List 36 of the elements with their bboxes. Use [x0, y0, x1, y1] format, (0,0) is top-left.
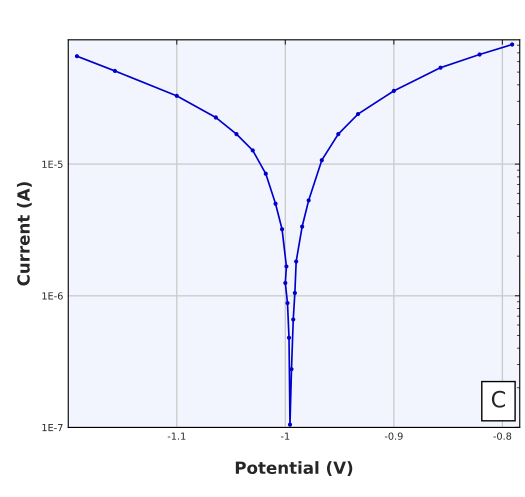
point: [292, 290, 297, 296]
point: [284, 264, 288, 269]
point: [294, 259, 298, 264]
y-tick-label: 1E-7: [42, 424, 63, 432]
x-axis-title: Potential (V): [236, 461, 352, 476]
point: [286, 336, 292, 340]
point: [510, 42, 514, 47]
point: [356, 112, 360, 116]
point: [320, 158, 324, 162]
point: [336, 132, 340, 136]
point: [74, 54, 80, 58]
point: [250, 148, 255, 153]
x-tick-label: -0.8: [493, 432, 512, 440]
point: [438, 66, 443, 70]
annotation: C: [492, 390, 505, 408]
y-tick-label: 1E-5: [42, 160, 63, 168]
y-tick-label: 1E-6: [42, 292, 63, 300]
x-tick-label: -1.1: [168, 432, 186, 440]
point: [280, 227, 284, 232]
point: [234, 132, 239, 136]
point: [214, 115, 218, 120]
x-tick-label: -1: [280, 432, 290, 440]
x-tick-label: -0.9: [384, 432, 403, 440]
point: [264, 172, 268, 176]
point: [300, 224, 304, 229]
point: [478, 52, 482, 57]
y-axis-title: Current (A): [16, 182, 32, 286]
point: [283, 280, 288, 286]
point: [112, 68, 118, 74]
point: [174, 94, 179, 98]
point: [288, 422, 292, 427]
point: [392, 88, 396, 93]
point: [285, 300, 290, 306]
point: [273, 202, 278, 206]
point: [306, 198, 311, 202]
point: [291, 317, 296, 322]
